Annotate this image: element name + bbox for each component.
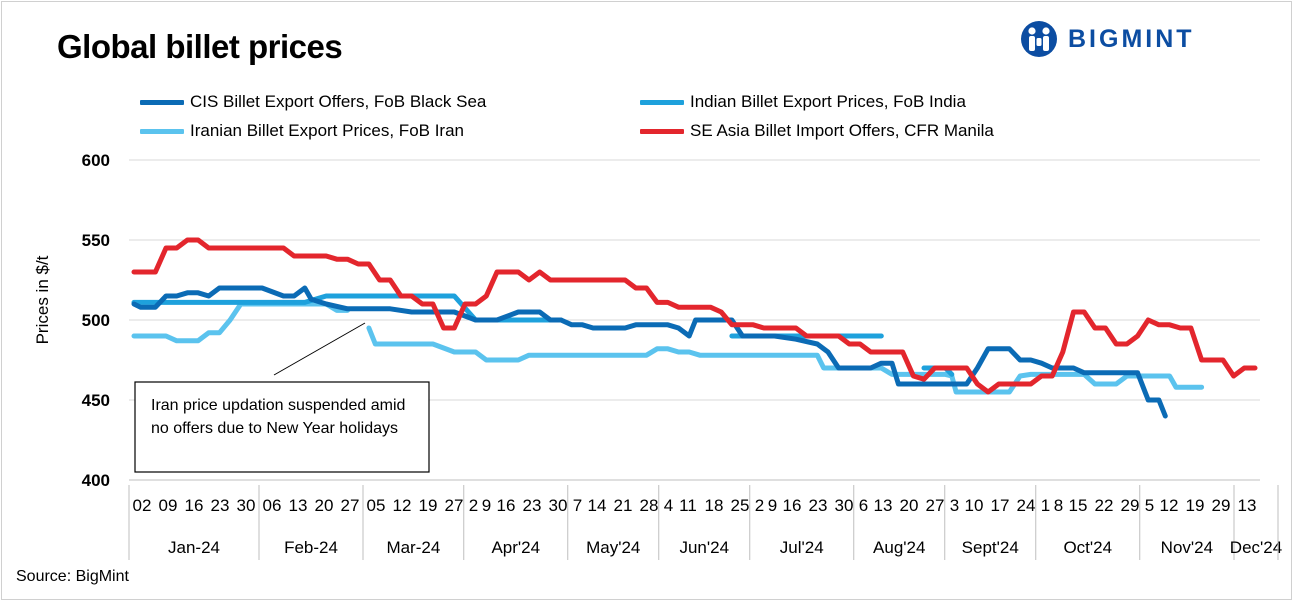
x-tick-label: 20	[900, 496, 919, 515]
legend-label-manila: SE Asia Billet Import Offers, CFR Manila	[690, 121, 994, 140]
x-tick-label: 17	[991, 496, 1010, 515]
x-tick-label: 10	[965, 496, 984, 515]
month-label: Dec'24	[1230, 538, 1282, 557]
x-tick-label: 5	[1145, 496, 1154, 515]
brand-logo: BIGMINT	[1020, 14, 1195, 64]
y-tick-label: 600	[82, 151, 110, 170]
y-tick-label: 500	[82, 311, 110, 330]
y-tick-label: 550	[82, 231, 110, 250]
annotation	[134, 322, 430, 473]
x-tick-label: 2	[469, 496, 478, 515]
x-axis: 02 09 16 23 30 06 13 20 27 05 12 19 27 2 9 16 23 30 7 14 21 2…	[128, 479, 1282, 560]
x-tick-label: 9	[768, 496, 777, 515]
x-tick-label: 23	[211, 496, 230, 515]
x-tick-label: 1	[1041, 496, 1050, 515]
month-label: Aug'24	[873, 538, 925, 557]
y-tick-label: 400	[82, 471, 110, 490]
x-tick-label: 02	[133, 496, 152, 515]
legend-label-india: Indian Billet Export Prices, FoB India	[690, 92, 966, 111]
series-line-2	[131, 301, 350, 344]
x-tick-label: 19	[419, 496, 438, 515]
x-tick-label: 20	[315, 496, 334, 515]
x-tick-label: 15	[1069, 496, 1088, 515]
x-tick-label: 16	[497, 496, 516, 515]
people-icon	[1021, 21, 1057, 57]
x-tick-label: 13	[1238, 496, 1257, 515]
x-tick-label: 24	[1017, 496, 1036, 515]
series-line-3	[131, 237, 1258, 395]
x-tick-label: 06	[263, 496, 282, 515]
x-tick-label: 05	[367, 496, 386, 515]
x-tick-label: 30	[549, 496, 568, 515]
x-tick-label: 30	[237, 496, 256, 515]
month-label: Apr'24	[491, 538, 540, 557]
month-label: Mar-24	[386, 538, 440, 557]
x-tick-label: 16	[185, 496, 204, 515]
x-tick-label: 13	[874, 496, 893, 515]
x-tick-label: 12	[1160, 496, 1179, 515]
month-label: Sept'24	[962, 538, 1019, 557]
legend-swatch-india	[640, 99, 684, 105]
x-tick-label: 2	[755, 496, 764, 515]
x-tick-label: 13	[289, 496, 308, 515]
x-tick-label: 4	[664, 496, 673, 515]
x-tick-label: 12	[393, 496, 412, 515]
x-tick-label: 3	[950, 496, 959, 515]
legend-item-cis: CIS Billet Export Offers, FoB Black Sea	[140, 92, 486, 112]
legend-label-iran: Iranian Billet Export Prices, FoB Iran	[190, 121, 465, 140]
legend-swatch-cis	[140, 99, 184, 105]
legend-item-iran: Iranian Billet Export Prices, FoB Iran	[140, 121, 464, 141]
x-tick-label: 19	[1186, 496, 1205, 515]
month-label: Jun'24	[679, 538, 729, 557]
annotation-text: Iran price updation suspended amid no of…	[151, 397, 406, 437]
x-tick-label: 23	[809, 496, 828, 515]
x-tick-label: 09	[159, 496, 178, 515]
x-tick-label: 11	[679, 496, 697, 515]
legend-swatch-iran	[140, 128, 184, 134]
month-label: Jan-24	[168, 538, 220, 557]
month-label: Oct'24	[1063, 538, 1112, 557]
x-tick-label: 8	[1054, 496, 1063, 515]
legend-item-manila: SE Asia Billet Import Offers, CFR Manila	[640, 121, 994, 141]
legend-label-cis: CIS Billet Export Offers, FoB Black Sea	[190, 92, 487, 111]
x-tick-label: 27	[341, 496, 360, 515]
y-axis-label: Prices in $/t	[33, 255, 52, 344]
x-tick-label: 22	[1095, 496, 1114, 515]
series-line-0	[131, 285, 1168, 419]
x-tick-label: 30	[835, 496, 854, 515]
x-tick-label: 9	[482, 496, 491, 515]
legend-item-india: Indian Billet Export Prices, FoB India	[640, 92, 966, 112]
month-label: May'24	[586, 538, 640, 557]
x-tick-label: 29	[1121, 496, 1140, 515]
x-tick-label: 14	[588, 496, 607, 515]
x-tick-label: 25	[731, 496, 750, 515]
x-tick-label: 21	[614, 496, 633, 515]
x-tick-label: 16	[783, 496, 802, 515]
month-label: Feb-24	[284, 538, 338, 557]
brand-name: BIGMINT	[1068, 24, 1195, 53]
source-note: Source: BigMint	[16, 568, 129, 585]
annotation-leader-line	[273, 322, 366, 376]
y-tick-label: 450	[82, 391, 110, 410]
x-tick-label: 28	[640, 496, 659, 515]
month-label: Jul'24	[780, 538, 824, 557]
chart-title: Global billet prices	[57, 28, 343, 65]
x-tick-label: 29	[1212, 496, 1231, 515]
annotation-box	[134, 381, 430, 473]
x-tick-label: 27	[926, 496, 945, 515]
y-axis: 400 450 500 550 600	[82, 151, 110, 490]
x-tick-label: 23	[523, 496, 542, 515]
x-tick-label: 7	[573, 496, 582, 515]
month-label: Nov'24	[1161, 538, 1213, 557]
series-lines	[131, 237, 1258, 419]
x-tick-label: 6	[859, 496, 868, 515]
x-tick-label: 27	[445, 496, 464, 515]
legend-swatch-manila	[640, 128, 684, 134]
x-tick-label: 18	[705, 496, 724, 515]
